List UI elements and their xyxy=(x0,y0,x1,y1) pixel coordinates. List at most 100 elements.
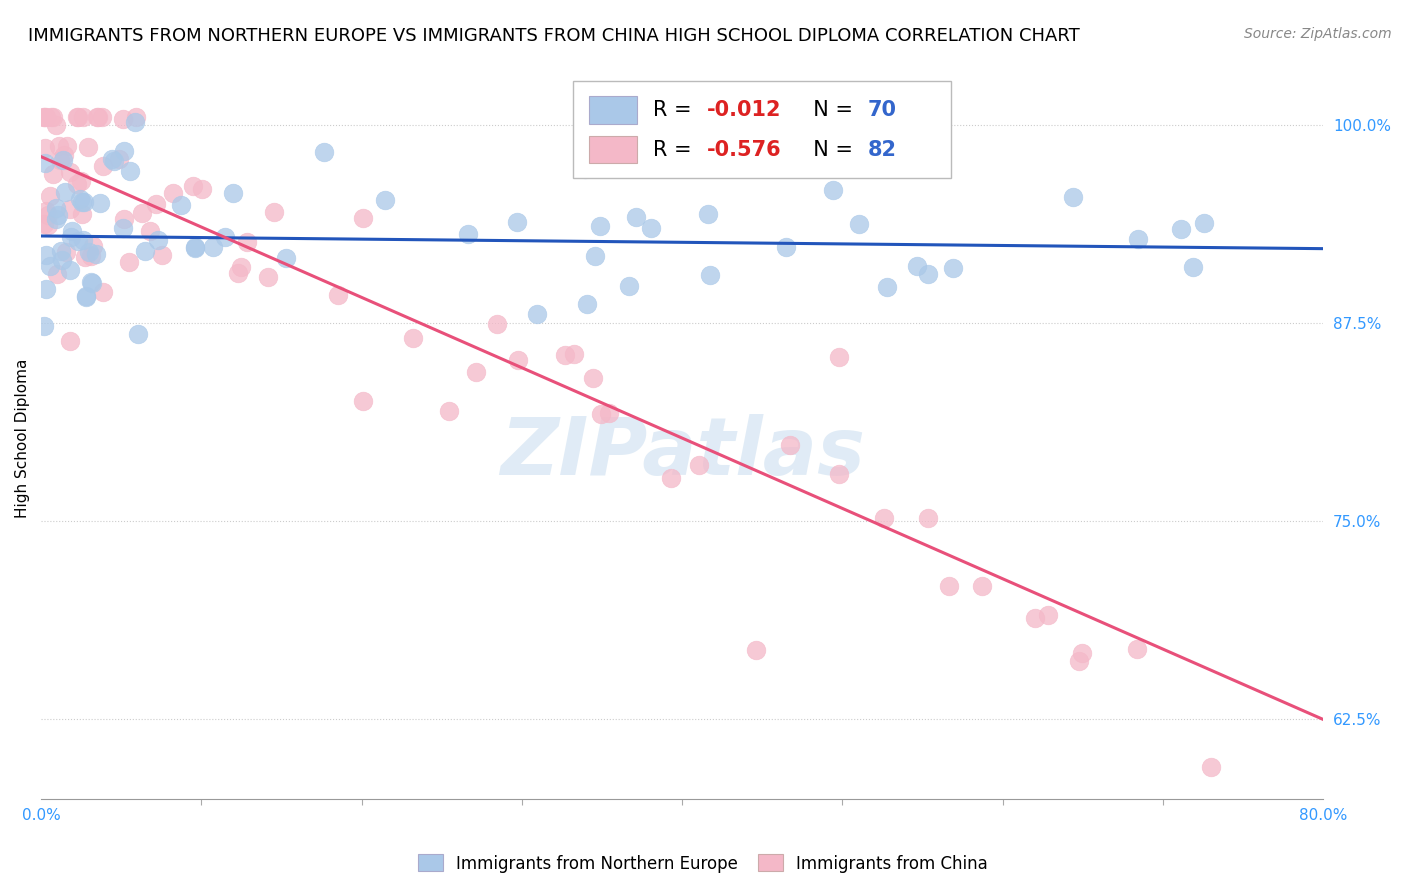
Point xyxy=(872,511,894,525)
Point xyxy=(191,182,214,196)
Point xyxy=(696,207,718,221)
Point xyxy=(59,165,82,179)
Point xyxy=(226,266,249,280)
Point xyxy=(72,207,94,221)
Point xyxy=(91,159,114,173)
Point xyxy=(581,371,603,385)
Point xyxy=(598,405,620,419)
Point xyxy=(312,145,335,159)
Point xyxy=(1070,646,1092,660)
Point xyxy=(352,211,374,225)
Point xyxy=(659,471,682,485)
Point xyxy=(75,289,97,303)
Point xyxy=(562,346,585,360)
Point xyxy=(45,212,67,227)
Point xyxy=(236,235,259,249)
Text: -0.012: -0.012 xyxy=(707,100,782,120)
Point xyxy=(46,208,69,222)
Point xyxy=(326,288,349,302)
Point xyxy=(127,326,149,341)
Point xyxy=(112,211,135,226)
Point xyxy=(34,217,56,231)
Point xyxy=(73,195,96,210)
Point xyxy=(53,185,76,199)
Point xyxy=(828,467,851,482)
Point xyxy=(374,193,396,207)
Point xyxy=(263,205,285,219)
Point xyxy=(402,331,425,345)
Point xyxy=(201,240,224,254)
Point xyxy=(214,229,236,244)
Text: 70: 70 xyxy=(868,100,897,120)
Point xyxy=(574,161,596,176)
Point xyxy=(70,195,93,210)
Text: -0.576: -0.576 xyxy=(707,139,782,160)
Point xyxy=(49,153,72,167)
Point xyxy=(55,245,77,260)
Point xyxy=(90,110,112,124)
Point xyxy=(72,233,94,247)
Point xyxy=(34,110,56,124)
Point xyxy=(640,220,662,235)
Point xyxy=(779,438,801,452)
Text: Source: ZipAtlas.com: Source: ZipAtlas.com xyxy=(1244,27,1392,41)
Point xyxy=(457,227,479,241)
Point xyxy=(72,110,94,124)
Point xyxy=(145,197,167,211)
Point xyxy=(45,118,67,132)
Bar xyxy=(589,136,637,163)
Point xyxy=(1192,216,1215,230)
Text: ZIPatlas: ZIPatlas xyxy=(499,414,865,491)
Point xyxy=(34,110,56,124)
Point xyxy=(37,208,59,222)
Point xyxy=(111,220,134,235)
Legend: Immigrants from Northern Europe, Immigrants from China: Immigrants from Northern Europe, Immigra… xyxy=(411,847,995,880)
Point xyxy=(134,244,156,259)
Point xyxy=(821,183,844,197)
Point xyxy=(56,138,79,153)
Point xyxy=(828,351,851,365)
Point xyxy=(53,147,76,161)
Point xyxy=(170,198,193,212)
Point xyxy=(138,224,160,238)
Point xyxy=(1182,260,1205,275)
Point xyxy=(1126,642,1149,657)
Point xyxy=(699,268,721,283)
Point xyxy=(45,267,67,281)
Point xyxy=(745,642,768,657)
Point xyxy=(69,192,91,206)
Point xyxy=(437,403,460,417)
Point xyxy=(80,249,103,263)
Text: IMMIGRANTS FROM NORTHERN EUROPE VS IMMIGRANTS FROM CHINA HIGH SCHOOL DIPLOMA COR: IMMIGRANTS FROM NORTHERN EUROPE VS IMMIG… xyxy=(28,27,1080,45)
Point xyxy=(59,230,82,244)
Point xyxy=(34,204,56,219)
Point xyxy=(1170,222,1192,236)
Point xyxy=(67,235,90,249)
Point xyxy=(775,240,797,254)
Point xyxy=(75,290,97,304)
Point xyxy=(39,259,62,273)
Point xyxy=(39,110,62,124)
Point xyxy=(1036,607,1059,622)
Point xyxy=(972,579,994,593)
Point xyxy=(84,247,107,261)
Point xyxy=(34,156,56,170)
Text: N =: N = xyxy=(800,139,860,160)
Point xyxy=(66,178,89,192)
Point xyxy=(45,201,67,215)
Point xyxy=(34,319,56,334)
Point xyxy=(35,110,58,124)
Point xyxy=(589,219,612,234)
Y-axis label: High School Diploma: High School Diploma xyxy=(15,359,30,517)
Point xyxy=(626,210,648,224)
Point xyxy=(108,153,131,167)
Point xyxy=(77,140,100,154)
Point xyxy=(1128,232,1150,246)
Point xyxy=(938,578,960,592)
Point xyxy=(91,285,114,299)
Point xyxy=(486,317,509,331)
Point xyxy=(1199,760,1222,774)
Point xyxy=(79,275,101,289)
Point xyxy=(131,206,153,220)
Point xyxy=(1062,190,1084,204)
